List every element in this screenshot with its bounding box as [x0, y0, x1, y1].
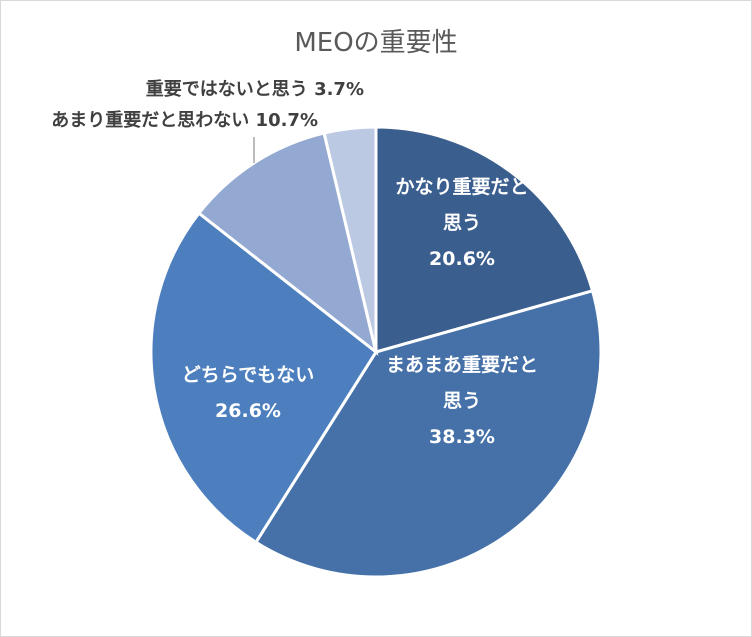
- slice-category-label-0: かなり重要だと: [395, 176, 528, 198]
- slice-outside-label-4: 重要ではないと思う 3.7%: [146, 78, 364, 100]
- slice-value-label-1: 38.3%: [429, 426, 495, 448]
- pie-slice-4: [322, 125, 378, 353]
- slice-category-label-1: まあまあ重要だと: [386, 354, 538, 376]
- pie-slice-2: [149, 211, 378, 545]
- slice-category-label-2: どちらでもない: [182, 364, 314, 386]
- slice-category-label-0: 思う: [443, 212, 481, 234]
- pie-slice-3: [196, 131, 379, 356]
- pie-slice-0: [374, 125, 595, 354]
- slice-value-label-0: 20.6%: [429, 248, 495, 270]
- slices-layer: [149, 125, 603, 579]
- slice-category-label-1: 思う: [443, 390, 481, 412]
- slice-outside-label-3: あまり重要だと思わない 10.7%: [51, 109, 318, 131]
- pie-slice-1: [253, 289, 603, 579]
- chart-title: MEOの重要性: [294, 28, 458, 58]
- slice-value-label-2: 26.6%: [215, 400, 281, 422]
